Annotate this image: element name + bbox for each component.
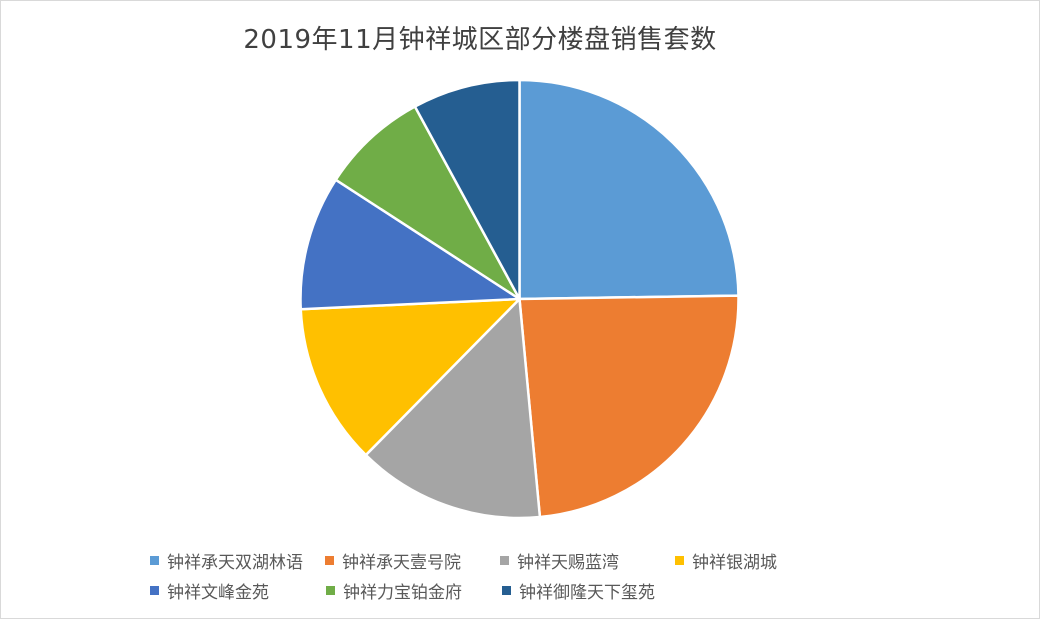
legend-swatch	[326, 585, 335, 595]
pie-slices	[299, 78, 740, 520]
legend-label: 钟祥御隆天下玺苑	[519, 582, 655, 603]
legend-label: 钟祥承天壹号院	[342, 552, 461, 573]
legend-item: 钟祥力宝铂金府	[326, 578, 502, 603]
legend-row-1: 钟祥承天双湖林语 钟祥承天壹号院 钟祥天赐蓝湾 钟祥银湖城	[150, 545, 850, 575]
legend-label: 钟祥承天双湖林语	[167, 552, 303, 573]
legend-label: 钟祥天赐蓝湾	[517, 552, 619, 573]
pie-slice	[413, 78, 521, 301]
legend-item: 钟祥文峰金苑	[150, 578, 326, 603]
chart-title: 2019年11月钟祥城区部分楼盘销售套数	[243, 25, 717, 55]
legend-label: 钟祥文峰金苑	[167, 582, 269, 603]
legend-item: 钟祥银湖城	[675, 548, 850, 573]
pie-slice	[299, 297, 521, 457]
pie-slice	[334, 105, 521, 301]
legend-item: 钟祥御隆天下玺苑	[502, 578, 678, 603]
legend-swatch	[325, 555, 334, 565]
pie-slice	[518, 78, 740, 301]
legend-swatch	[675, 555, 684, 565]
chart-legend: 钟祥承天双湖林语 钟祥承天壹号院 钟祥天赐蓝湾 钟祥银湖城 钟祥文峰金苑 钟祥力…	[150, 545, 850, 605]
legend-row-2: 钟祥文峰金苑 钟祥力宝铂金府 钟祥御隆天下玺苑	[150, 575, 850, 605]
pie-slice	[364, 297, 542, 520]
legend-swatch	[502, 585, 511, 595]
legend-label: 钟祥银湖城	[692, 552, 777, 573]
pie-slice	[518, 294, 740, 519]
legend-item: 钟祥承天壹号院	[325, 548, 500, 573]
legend-label: 钟祥力宝铂金府	[343, 582, 462, 603]
legend-swatch	[150, 555, 159, 565]
legend-item: 钟祥承天双湖林语	[150, 548, 325, 573]
legend-swatch	[150, 585, 159, 595]
legend-swatch	[500, 555, 509, 565]
pie-slice	[299, 178, 521, 311]
legend-item: 钟祥天赐蓝湾	[500, 548, 675, 573]
